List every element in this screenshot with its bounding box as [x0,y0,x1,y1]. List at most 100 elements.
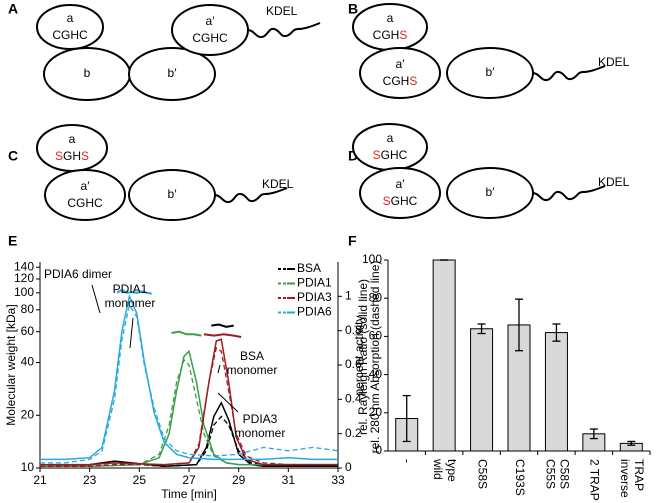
motif-part: GHC [391,194,418,208]
molecular-weight-line [171,330,202,337]
y2-tick-label: 0.8 [345,323,362,337]
annotation-pointer [129,317,134,349]
domain [359,167,441,219]
annotation: monomer [227,363,278,377]
motif-part: S [399,28,407,42]
active-site-motif: CGHC [52,28,88,42]
motif-part: S [81,149,89,163]
domain [171,4,249,56]
domain-name: a′ [81,179,91,193]
x-tick-label: 27 [182,473,196,487]
panel-label: B [348,1,358,17]
bar [432,259,456,452]
motif-part: S [409,74,417,88]
domain-name: a [387,131,394,145]
x-tick-label: 21 [33,473,47,487]
y2-tick-label: 0.4 [345,392,362,406]
y-tick-label: 140 [14,259,34,273]
x-tick-label: wild [431,458,445,480]
panel-label: E [8,233,17,249]
annotation: PDIA6 dimer [44,267,112,281]
annotation-pointer [217,364,221,374]
y2-axis-label: rel. Rayleigh Ratio (solid line) [356,279,370,435]
domain [128,169,216,221]
domain [446,47,534,99]
x-axis-label: Time [min] [161,487,217,501]
domain [446,167,534,219]
x-tick-label: - [401,459,415,463]
y2-tick-label: 0.2 [345,426,362,440]
y-tick-label: 40 [21,355,35,369]
domain-name: a [69,132,76,146]
motif-part: GH [63,149,81,163]
y-tick-label: 120 [14,271,34,285]
y-tick-label: 60 [369,329,383,343]
y-tick-label: 10 [21,460,35,474]
error-bar [402,394,411,443]
error-bar [627,440,636,446]
rayleigh-line [40,338,338,466]
molecular-weight-line [116,288,152,295]
domain-name: a [387,11,394,25]
x-tick-label: TRAP [632,459,646,491]
x-tick-label: type [445,459,459,482]
annotation: PDIA1 [113,282,148,296]
active-site-motif: CGHS [383,74,418,88]
absorption-line [39,415,338,467]
y-tick-label: 100 [362,252,382,266]
molecular-weight-line [203,333,242,338]
error-bar [515,298,523,352]
y2-tick-label: 1 [345,289,352,303]
motif-part: S [373,148,381,162]
error-bar [589,428,598,440]
y2-axis-label: rel. 280 nm Absorption (dashed line) [368,261,382,454]
annotation-pointer [217,392,239,413]
domain-name: a′ [396,57,406,71]
motif-part: GHC [381,148,408,162]
x-tick-label: 29 [232,473,246,487]
x-tick-label: C58S [557,459,571,489]
x-tick-label: 25 [133,473,147,487]
c-terminal-tail [214,187,288,204]
domain [359,47,441,99]
domain-name: b′ [486,185,496,199]
domain-name: a′ [206,14,216,28]
annotation: PDIA3 [243,412,278,426]
active-site-motif: CGHS [373,28,408,42]
y2-tick-label: 0 [345,460,352,474]
rayleigh-line [40,293,338,461]
error-bar [477,323,486,335]
annotation: monomer [105,296,156,310]
molecular-weight-line [211,323,234,328]
c-terminal-tail [532,65,606,82]
motif-part: CGH [373,28,400,42]
x-tick-label: 2 TRAP [588,459,602,501]
motif-part: CGHC [67,196,103,210]
x-tick-label: inverse [618,459,632,498]
x-tick-label: 23 [83,473,97,487]
bar [470,328,494,452]
motif-part: CGH [383,74,410,88]
rayleigh-line [39,401,338,468]
y-tick-label: 20 [369,405,383,419]
legend-label: PDIA1 [297,276,332,290]
y-tick-label: 40 [369,367,383,381]
y-tick-label: 60 [21,324,35,338]
panel-label: F [348,233,357,249]
motif-part: CGHC [192,31,228,45]
annotation: monomer [235,426,286,440]
domain-name: b′ [168,66,178,80]
x-tick-label: 33 [331,473,345,487]
active-site-motif: CGHC [67,196,103,210]
panel-label: A [8,1,18,17]
bar [544,332,568,452]
y-tick-label: 100 [14,285,34,299]
domain-name: b′ [168,187,178,201]
error-bar [552,323,561,342]
active-site-motif: SGHC [373,148,408,162]
y-tick-label: 80 [369,290,383,304]
absorption-line [40,346,338,467]
motif-part: S [55,149,63,163]
y-tick-label: 80 [21,302,35,316]
